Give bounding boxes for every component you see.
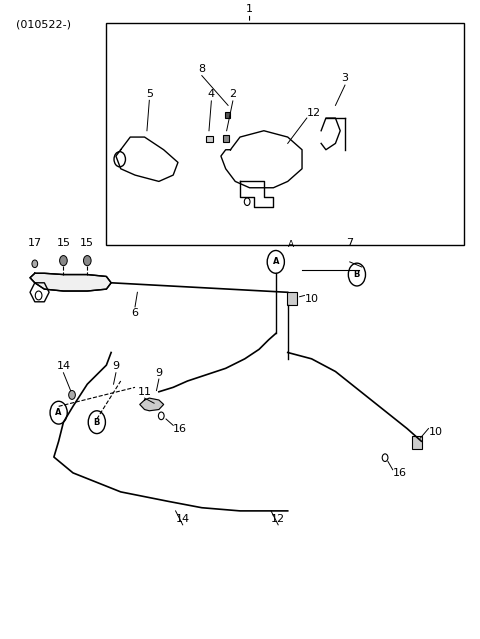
Text: 15: 15 bbox=[57, 238, 71, 248]
Text: (010522-): (010522-) bbox=[16, 20, 71, 30]
Bar bbox=[225, 112, 229, 118]
Text: 10: 10 bbox=[304, 294, 318, 304]
Text: B: B bbox=[94, 418, 100, 427]
Text: A: A bbox=[55, 408, 62, 417]
Circle shape bbox=[69, 390, 75, 399]
Text: 3: 3 bbox=[341, 73, 348, 83]
Circle shape bbox=[32, 260, 37, 268]
Text: B: B bbox=[354, 270, 360, 279]
Text: A: A bbox=[288, 240, 294, 249]
Text: A: A bbox=[273, 258, 279, 266]
FancyBboxPatch shape bbox=[107, 23, 464, 245]
Text: 7: 7 bbox=[346, 238, 353, 248]
Text: 16: 16 bbox=[393, 468, 407, 478]
Text: 2: 2 bbox=[229, 89, 237, 99]
Text: 14: 14 bbox=[176, 514, 190, 523]
Text: 14: 14 bbox=[56, 362, 71, 371]
Text: 1: 1 bbox=[246, 3, 253, 13]
Text: 5: 5 bbox=[146, 89, 153, 99]
Bar bbox=[223, 135, 229, 141]
Text: 4: 4 bbox=[208, 89, 215, 99]
Bar bbox=[205, 136, 213, 142]
Text: 15: 15 bbox=[80, 238, 94, 248]
Circle shape bbox=[84, 256, 91, 266]
Text: 10: 10 bbox=[429, 427, 443, 436]
Text: 11: 11 bbox=[138, 387, 152, 397]
Circle shape bbox=[60, 256, 67, 266]
Text: 8: 8 bbox=[198, 64, 205, 73]
Bar bbox=[412, 436, 422, 449]
Text: 17: 17 bbox=[28, 238, 42, 248]
Text: 9: 9 bbox=[156, 368, 162, 378]
Polygon shape bbox=[30, 273, 111, 291]
Bar bbox=[287, 292, 297, 305]
Text: 9: 9 bbox=[112, 362, 120, 371]
Text: 12: 12 bbox=[271, 514, 285, 523]
Polygon shape bbox=[140, 398, 164, 411]
Text: 16: 16 bbox=[173, 424, 187, 433]
Text: 12: 12 bbox=[307, 108, 321, 118]
Text: 6: 6 bbox=[132, 308, 139, 318]
